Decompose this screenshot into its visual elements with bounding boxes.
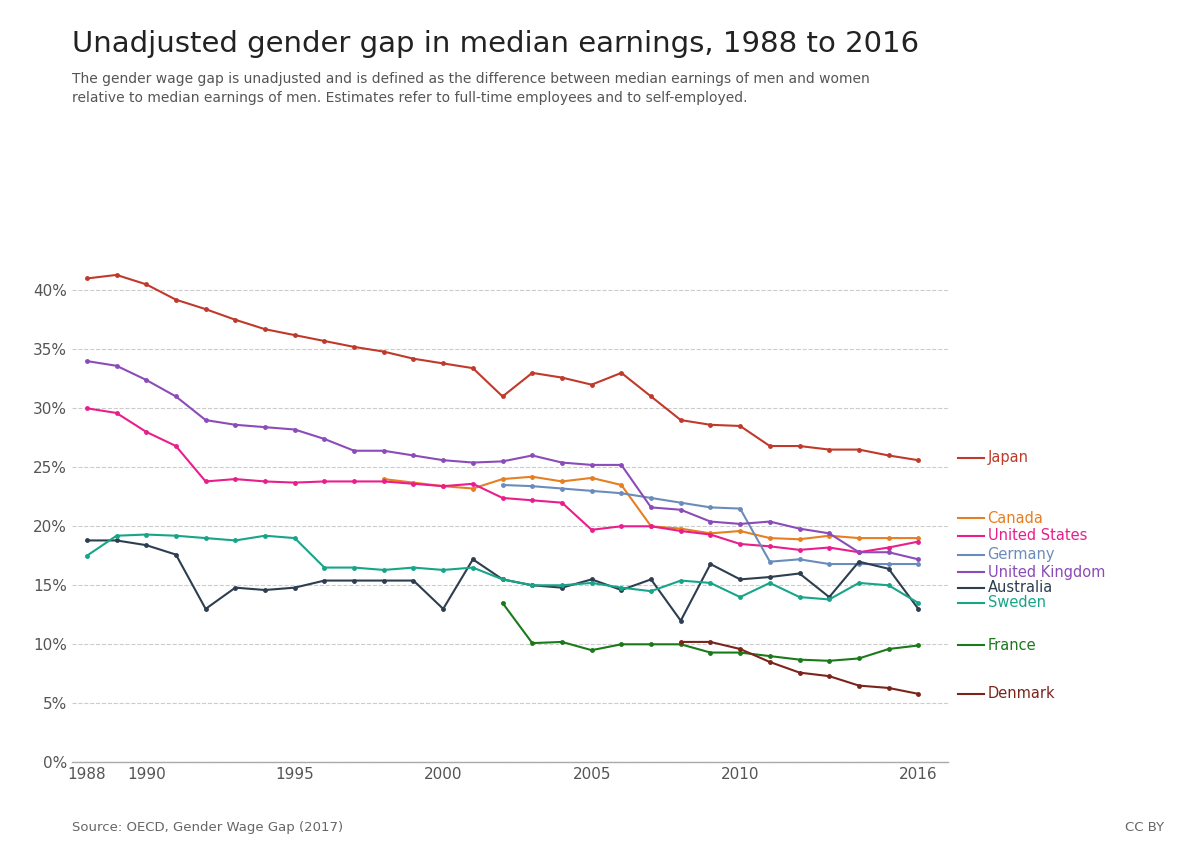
Text: Japan: Japan — [988, 451, 1028, 465]
Text: CC BY: CC BY — [1124, 822, 1164, 834]
Text: United Kingdom: United Kingdom — [988, 565, 1105, 580]
Text: The gender wage gap is unadjusted and is defined as the difference between media: The gender wage gap is unadjusted and is… — [72, 72, 870, 106]
Text: France: France — [988, 638, 1037, 653]
Text: Australia: Australia — [988, 580, 1052, 595]
Text: Sweden: Sweden — [988, 595, 1045, 611]
Text: United States: United States — [988, 529, 1087, 543]
Text: Denmark: Denmark — [988, 686, 1055, 701]
Text: Unadjusted gender gap in median earnings, 1988 to 2016: Unadjusted gender gap in median earnings… — [72, 30, 919, 58]
Text: Our World
in Data: Our World in Data — [1069, 50, 1141, 81]
Text: Source: OECD, Gender Wage Gap (2017): Source: OECD, Gender Wage Gap (2017) — [72, 822, 343, 834]
Text: Germany: Germany — [988, 547, 1055, 562]
Text: Canada: Canada — [988, 511, 1044, 525]
